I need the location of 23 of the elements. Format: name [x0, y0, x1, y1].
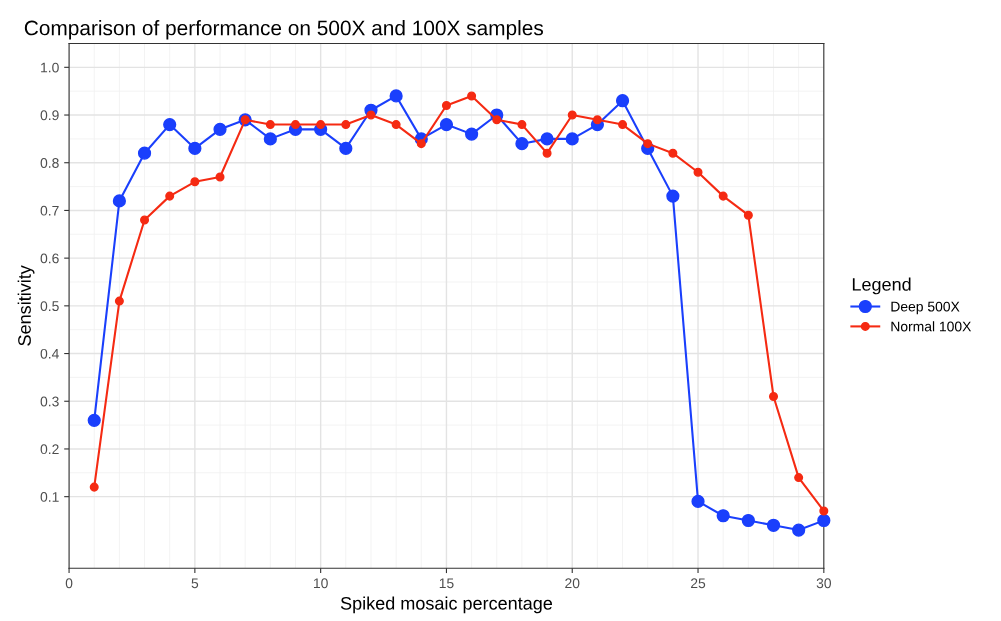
x-tick-label: 0 [65, 578, 73, 589]
y-tick-label: 0.5 [40, 301, 59, 312]
y-axis-title: Sensitivity [17, 265, 35, 346]
x-tick-label: 30 [816, 578, 831, 589]
y-tick-label: 1.0 [41, 62, 59, 73]
x-tick-label: 5 [191, 578, 199, 589]
x-tick-label: 20 [565, 578, 580, 589]
x-axis-title: Spiked mosaic percentage [340, 596, 553, 614]
legend-label: Normal 100X [891, 321, 972, 332]
y-tick-label: 0.2 [40, 444, 59, 455]
legend-label: Deep 500X [891, 301, 960, 315]
chart-title: Comparison of performance on 500X and 100X samples [24, 20, 544, 40]
y-tick-label: 0.8 [40, 158, 59, 168]
y-tick-label: 0.9 [40, 110, 59, 121]
y-tick-label: 0.1 [40, 491, 59, 502]
x-tick-label: 25 [691, 578, 706, 589]
y-tick-label: 0.7 [40, 205, 59, 216]
x-tick-label: 10 [313, 578, 328, 589]
x-tick-label: 15 [439, 578, 454, 589]
legend-title: Legend [852, 277, 911, 295]
y-tick-label: 0.3 [40, 396, 59, 407]
y-tick-label: 0.4 [40, 348, 59, 359]
y-tick-label: 0.6 [40, 253, 59, 264]
